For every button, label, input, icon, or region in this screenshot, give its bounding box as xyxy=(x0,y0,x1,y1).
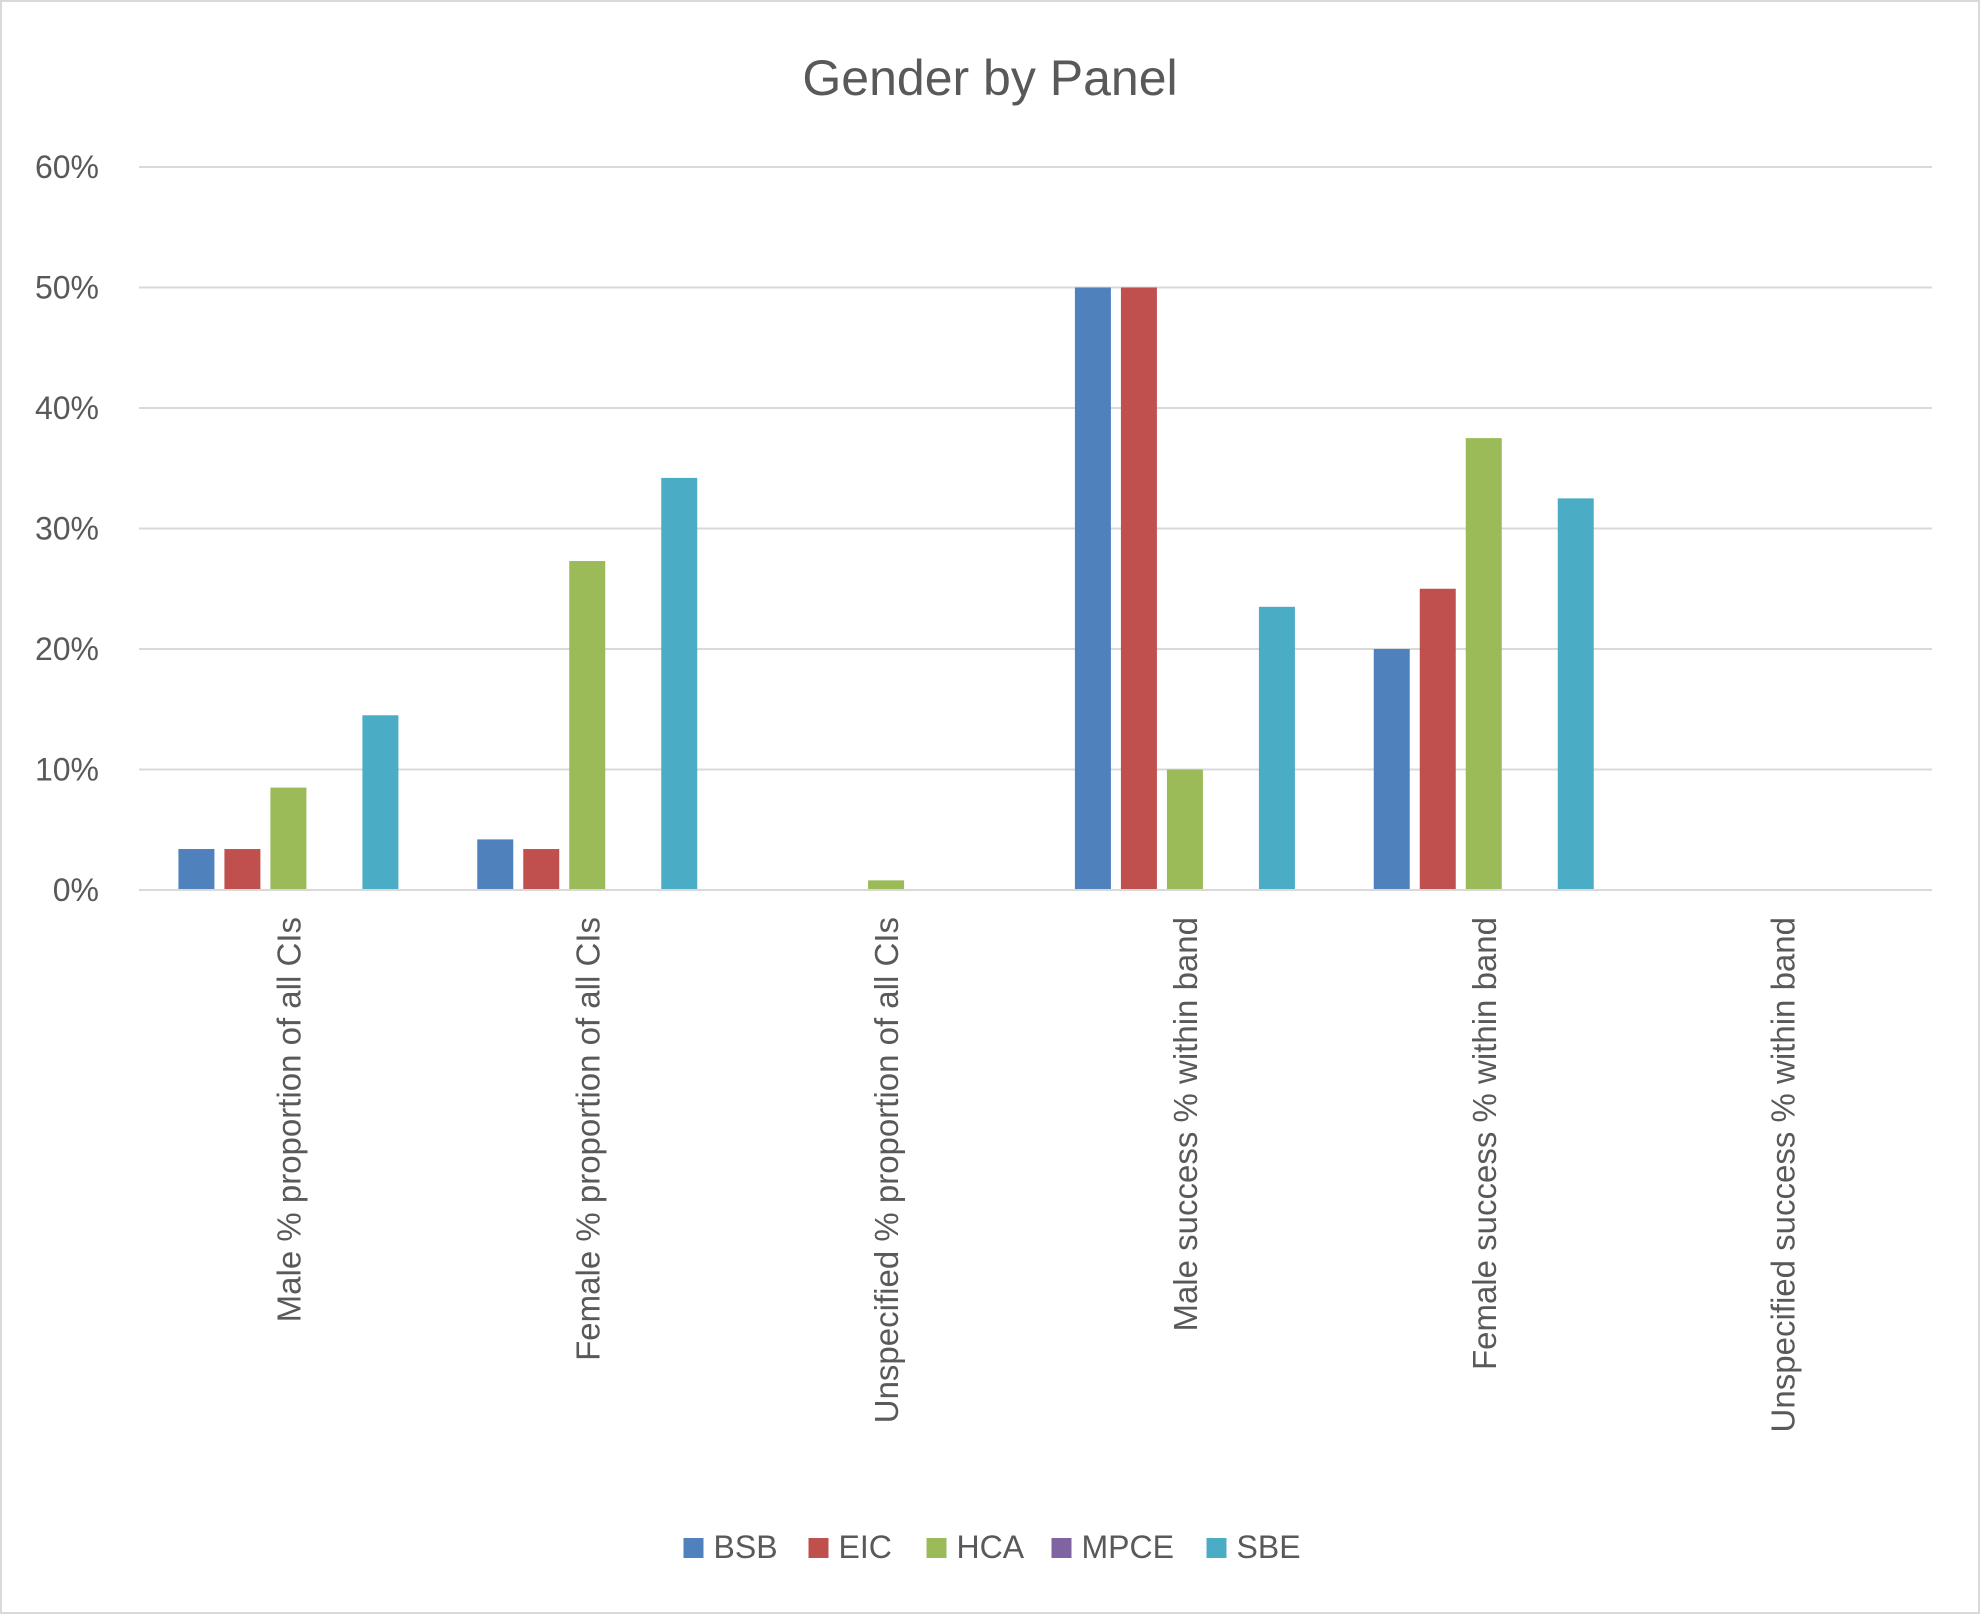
chart-title: Gender by Panel xyxy=(802,50,1177,106)
y-tick-label: 0% xyxy=(53,872,99,908)
bar-hca xyxy=(270,787,307,890)
bar-sbe xyxy=(1258,606,1295,890)
legend-label-hca: HCA xyxy=(957,1529,1025,1565)
legend-swatch-bsb xyxy=(683,1538,704,1558)
x-category-label: Unspecified success % within band xyxy=(1765,917,1802,1432)
y-tick-label: 20% xyxy=(35,631,99,667)
y-tick-label: 10% xyxy=(35,752,99,788)
bar-bsb xyxy=(1373,649,1410,890)
x-category-label: Unspecified % proportion of all CIs xyxy=(868,917,905,1423)
y-tick-label: 60% xyxy=(35,149,99,185)
legend-label-bsb: BSB xyxy=(714,1529,778,1565)
bar-hca xyxy=(569,561,606,890)
y-tick-label: 40% xyxy=(35,390,99,426)
bar-bsb xyxy=(1074,287,1111,890)
x-category-label: Male % proportion of all CIs xyxy=(270,917,307,1322)
legend-swatch-mpce xyxy=(1051,1538,1072,1558)
legend-label-eic: EIC xyxy=(839,1529,892,1565)
bar-sbe xyxy=(661,477,698,890)
legend-swatch-hca xyxy=(926,1538,947,1558)
legend-label-sbe: SBE xyxy=(1237,1529,1301,1565)
x-category-label: Male success % within band xyxy=(1167,917,1204,1332)
bar-hca xyxy=(868,880,905,890)
bar-sbe xyxy=(362,715,399,890)
legend-swatch-eic xyxy=(808,1538,829,1558)
bar-sbe xyxy=(1557,498,1594,890)
y-tick-label: 50% xyxy=(35,270,99,306)
legend: BSB EIC HCA MPCE SBE xyxy=(683,1529,1301,1565)
bar-eic xyxy=(224,849,261,890)
legend-label-mpce: MPCE xyxy=(1082,1529,1174,1565)
bar-eic xyxy=(523,849,560,890)
bar-eic xyxy=(1419,588,1456,890)
bar-bsb xyxy=(178,849,215,890)
y-axis-ticks: 0% 10% 20% 30% 40% 50% 60% xyxy=(35,149,99,908)
x-category-label: Female success % within band xyxy=(1466,917,1503,1370)
x-category-label: Female % proportion of all CIs xyxy=(569,917,606,1361)
bar-bsb xyxy=(477,839,514,890)
legend-swatch-sbe xyxy=(1206,1538,1227,1558)
bar-hca xyxy=(1166,769,1203,890)
y-tick-label: 30% xyxy=(35,511,99,547)
gridlines xyxy=(139,166,1932,771)
bars xyxy=(178,287,1594,890)
bar-eic xyxy=(1120,287,1157,890)
x-axis-categories: Male % proportion of all CIs Female % pro… xyxy=(270,917,1801,1432)
bar-hca xyxy=(1465,438,1502,890)
